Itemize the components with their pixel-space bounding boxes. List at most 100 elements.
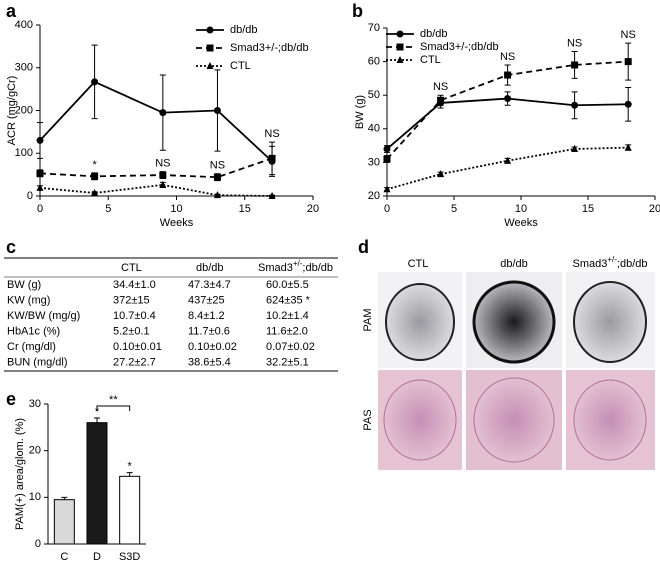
table-cell: 624±35 * <box>266 294 311 306</box>
column-label: CTL <box>408 258 429 270</box>
point <box>268 192 276 199</box>
table-cell: 437±25 <box>188 294 225 306</box>
legend-label: db/db <box>420 28 448 40</box>
text-part: Smad3 <box>572 258 607 270</box>
column-label: Smad3+/-;db/db <box>572 255 647 270</box>
y-axis-label: ACR (mg/gCr) <box>6 76 18 146</box>
row-label: PAM <box>362 308 374 331</box>
legend-label: db/db <box>230 24 258 36</box>
annotation: NS <box>433 81 448 93</box>
annotation: NS <box>155 158 170 170</box>
table-cell: Cr (mg/dl) <box>7 341 56 353</box>
row-label: PAS <box>362 409 374 430</box>
y-tick-label: 200 <box>15 104 33 116</box>
x-tick-label: 0 <box>37 203 43 215</box>
legend-marker <box>396 30 404 38</box>
bar <box>86 422 108 545</box>
table-cell: 11.7±0.6 <box>188 325 230 337</box>
y-tick-label: 0 <box>27 190 33 202</box>
point <box>159 171 167 179</box>
text-part: ;db/db <box>617 258 648 270</box>
table-cell: KW/BW (mg/g) <box>7 310 80 322</box>
comparison-bracket <box>96 405 131 411</box>
x-tick-label: 5 <box>105 203 111 215</box>
point <box>36 183 44 191</box>
annotation: NS <box>500 51 515 63</box>
point <box>571 144 579 152</box>
point <box>36 169 44 177</box>
table-cell: 10.7±0.4 <box>113 310 156 322</box>
legend-label: CTL <box>230 60 251 72</box>
error-bar <box>61 496 68 500</box>
significance: * <box>95 406 100 418</box>
series-line <box>39 183 273 197</box>
x-tick-label: C <box>60 551 68 563</box>
point <box>383 155 391 163</box>
legend-marker <box>396 56 404 63</box>
table-cell: 34.4±1.0 <box>113 279 156 291</box>
glomerulus <box>472 280 556 364</box>
glomerulus <box>473 377 555 463</box>
point <box>624 143 632 151</box>
point <box>159 109 167 117</box>
point <box>213 173 221 181</box>
table-cell: HbA1c (%) <box>7 325 60 337</box>
comparison-label: ** <box>109 394 118 406</box>
point <box>91 189 99 197</box>
table-cell: 372±15 <box>113 294 150 306</box>
panel-label: c <box>6 237 16 257</box>
point <box>504 156 512 164</box>
table-cell: BUN (mg/dl) <box>7 356 68 368</box>
text-part: Smad3 <box>258 262 293 274</box>
table-header: Smad3+/-;db/db <box>258 259 333 274</box>
error-bar <box>126 472 133 477</box>
y-tick-label: 70 <box>368 22 380 34</box>
superscript: +/- <box>293 259 303 268</box>
legend-marker <box>206 26 214 34</box>
table-cell: 0.07±0.02 <box>266 341 315 353</box>
table-cell: BW (g) <box>7 279 41 291</box>
glomerulus <box>573 379 647 461</box>
y-tick-label: 30 <box>29 398 41 410</box>
x-axis-label: Weeks <box>160 217 194 229</box>
annotation: NS <box>264 128 279 140</box>
point <box>624 58 632 66</box>
x-tick-label: 15 <box>239 203 251 215</box>
point <box>504 95 512 103</box>
legend-marker <box>206 62 214 69</box>
table-cell: 60.0±5.5 <box>266 279 309 291</box>
glomerulus <box>383 379 457 461</box>
panel-label: a <box>6 1 17 21</box>
glomerulus <box>385 283 455 361</box>
point <box>383 145 391 153</box>
point <box>36 136 44 144</box>
table-cell: 0.10±0.02 <box>188 341 237 353</box>
point <box>437 96 445 104</box>
y-tick-label: 100 <box>15 147 33 159</box>
point <box>268 154 276 162</box>
point <box>383 185 391 193</box>
point <box>91 78 99 86</box>
point <box>159 180 167 188</box>
y-tick-label: 20 <box>29 445 41 457</box>
y-tick-label: 300 <box>15 62 33 74</box>
table-cell: 8.4±1.2 <box>188 310 225 322</box>
point <box>504 71 512 79</box>
bar <box>119 475 141 545</box>
x-tick-label: 10 <box>515 203 527 215</box>
x-tick-label: D <box>93 551 101 563</box>
error-bar <box>94 417 100 423</box>
legend-label: Smad3+/-;db/db <box>230 42 309 54</box>
table-cell: 47.3±4.7 <box>188 279 231 291</box>
y-axis-label: BW (g) <box>354 95 366 129</box>
y-tick-label: 40 <box>368 123 380 135</box>
table-cell: 11.6±2.0 <box>266 325 308 337</box>
x-tick-label: 0 <box>384 203 390 215</box>
table-cell: 38.6±5.4 <box>188 356 231 368</box>
legend-label: Smad3+/-;db/db <box>420 41 499 53</box>
x-tick-label: 15 <box>582 203 594 215</box>
table-cell: 5.2±0.1 <box>113 325 150 337</box>
point <box>213 191 221 199</box>
y-tick-label: 0 <box>35 538 41 550</box>
legend-label: CTL <box>420 54 441 66</box>
